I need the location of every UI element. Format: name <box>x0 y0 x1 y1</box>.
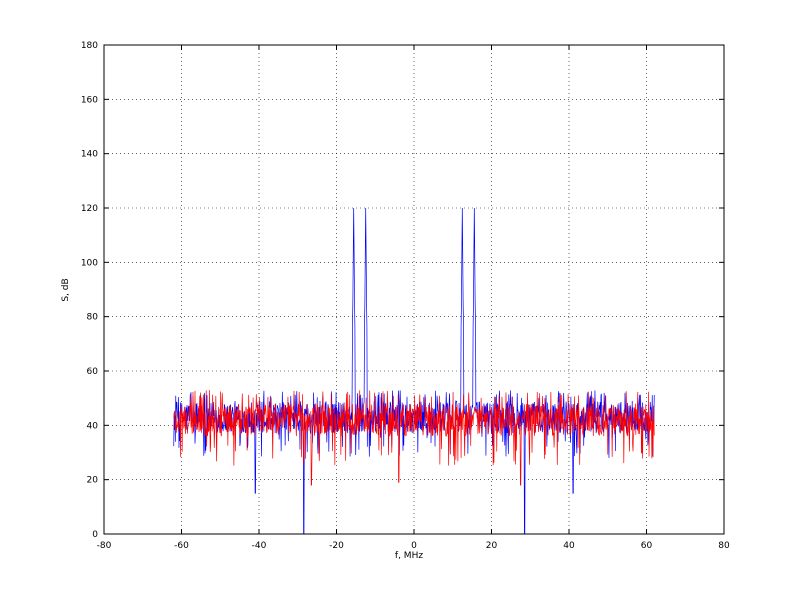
x-tick-label: -20 <box>329 541 344 551</box>
x-tick-label: 0 <box>411 541 417 551</box>
y-tick-label: 120 <box>81 204 98 214</box>
y-tick-label: 20 <box>87 476 99 486</box>
series-red-line <box>173 390 655 486</box>
y-tick-label: 0 <box>92 530 98 540</box>
series-blue-line <box>173 207 655 534</box>
x-tick-label: 80 <box>718 541 730 551</box>
x-tick-label: 20 <box>486 541 498 551</box>
x-tick-label: 60 <box>641 541 653 551</box>
x-tick-label: -80 <box>97 541 112 551</box>
y-tick-label: 100 <box>81 258 98 268</box>
y-tick-label: 80 <box>87 313 99 323</box>
x-tick-label: -60 <box>174 541 189 551</box>
axis-ticks <box>103 44 725 535</box>
series-layer <box>173 207 655 534</box>
y-tick-label: 140 <box>81 150 98 160</box>
x-tick-label: -40 <box>252 541 267 551</box>
x-axis-label: f, MHz <box>395 551 423 561</box>
y-tick-label: 40 <box>87 421 99 431</box>
grid <box>104 45 724 534</box>
y-tick-label: 160 <box>81 95 98 105</box>
y-tick-label: 180 <box>81 41 98 51</box>
tick-labels: -80 -60 -40 -20 0 20 40 60 80 0 20 40 60 80 100 120 140 1… <box>81 41 730 551</box>
x-tick-label: 40 <box>563 541 575 551</box>
y-axis-label: S, dB <box>61 278 71 301</box>
y-tick-label: 60 <box>87 367 99 377</box>
